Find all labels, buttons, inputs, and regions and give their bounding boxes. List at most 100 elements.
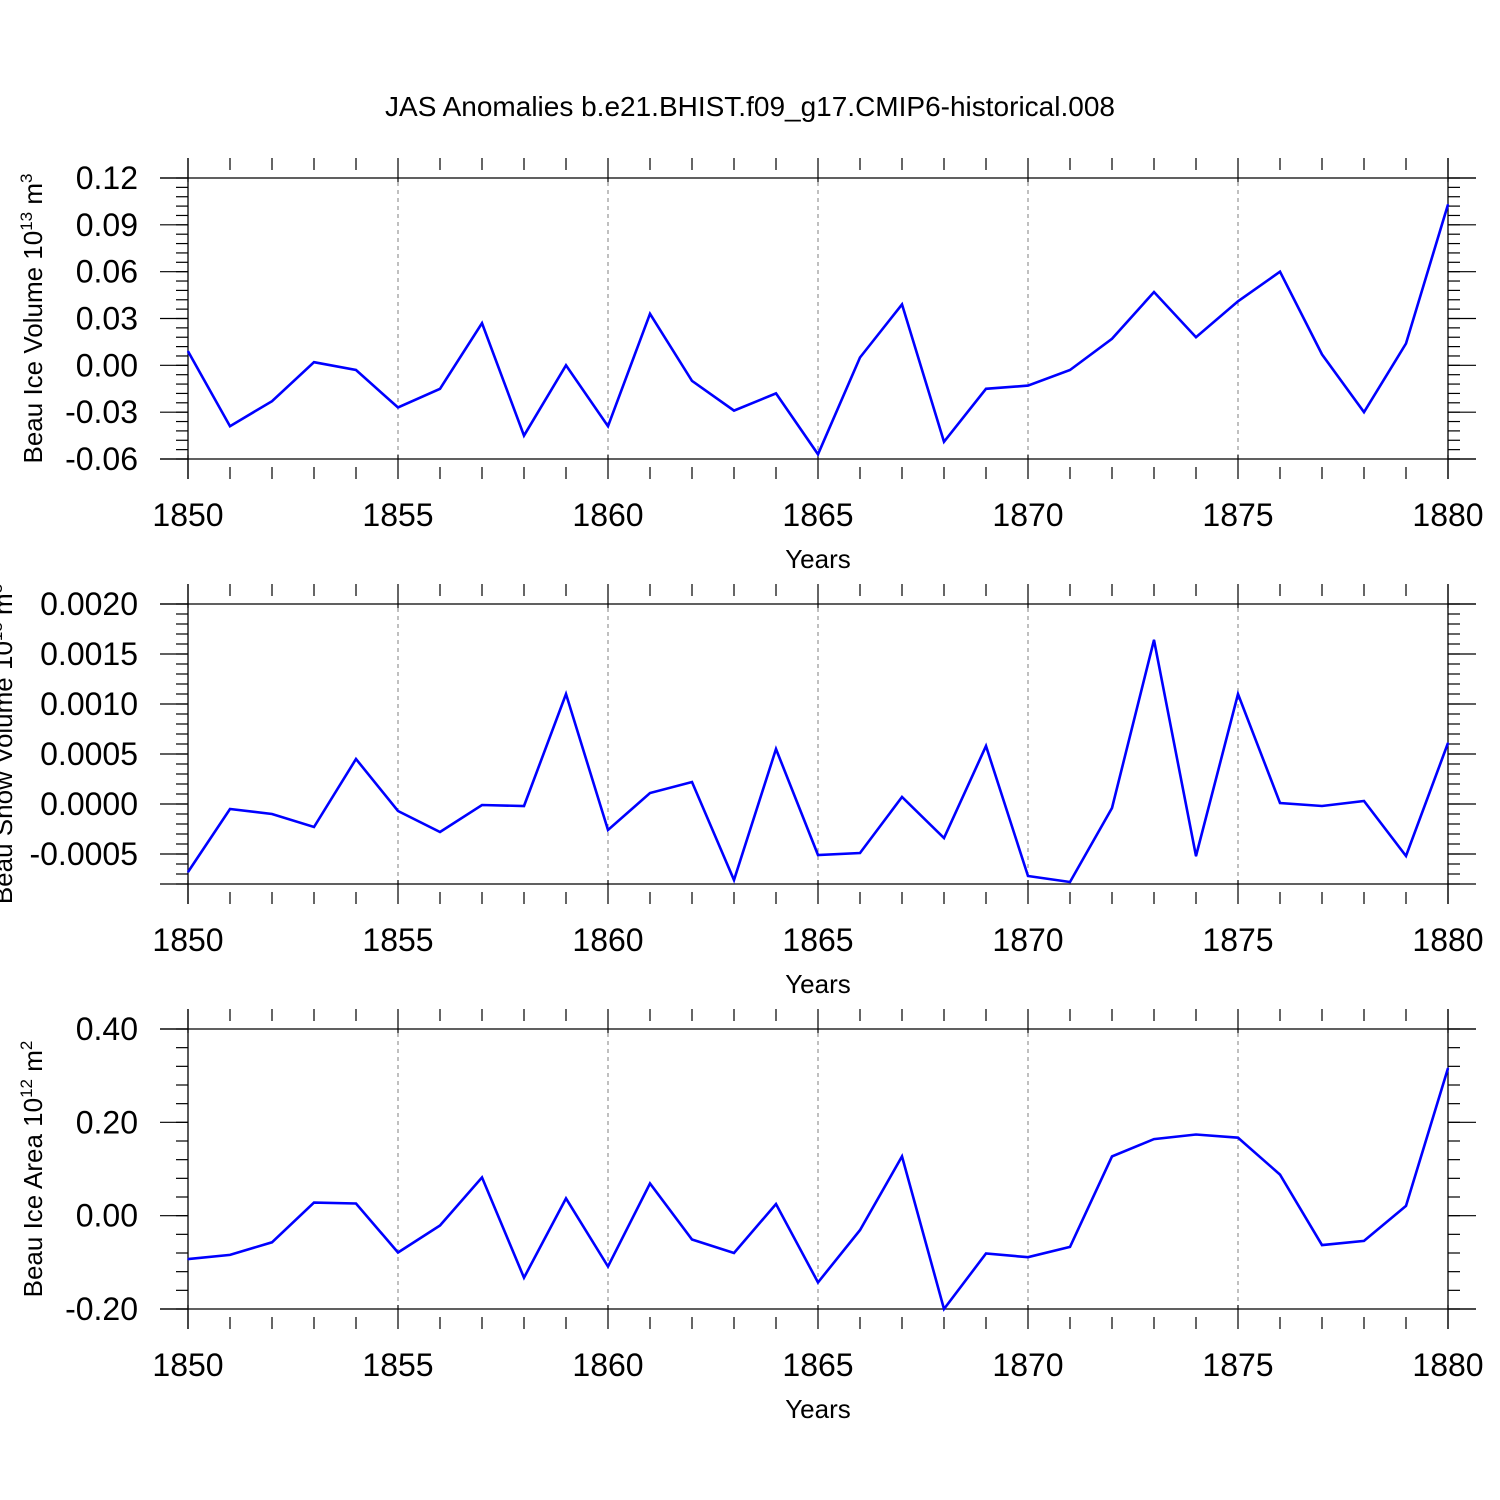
data-point: [1237, 693, 1239, 695]
y-axis-title: Beau Snow Volume 1013 m3: [0, 584, 18, 904]
y-title-superscript: 13: [17, 212, 36, 231]
data-point: [523, 805, 525, 807]
y-title-text: m: [18, 1050, 48, 1079]
panel-2: -0.0005 0.0000 0.0005 0.0010 0.0015 0.0020 185…: [0, 584, 1484, 999]
y-tick-label: -0.20: [65, 1291, 138, 1327]
x-tick-label: 1855: [362, 497, 433, 533]
data-point: [607, 425, 609, 428]
y-tick-label: 0.40: [76, 1011, 138, 1047]
data-point: [1069, 881, 1071, 883]
data-point: [649, 313, 651, 315]
data-point: [859, 852, 861, 854]
data-point: [229, 808, 231, 810]
data-point: [187, 871, 189, 873]
x-tick-label: 1880: [1412, 1347, 1483, 1383]
data-point: [859, 1229, 861, 1231]
y-title-superscript: 13: [0, 622, 6, 641]
y-axis-title: Beau Ice Volume 1013 m3: [17, 174, 48, 464]
data-point: [1027, 384, 1029, 387]
x-axis-title: Years: [785, 969, 851, 999]
data-point: [607, 829, 609, 831]
data-point: [985, 745, 987, 747]
y-tick-label: 0.09: [76, 207, 138, 243]
data-point: [1027, 875, 1029, 877]
data-point: [271, 813, 273, 815]
y-title-text: Beau Ice Area 10: [18, 1098, 48, 1297]
data-point: [1111, 1155, 1113, 1158]
y-tick-label: 0.0005: [40, 736, 138, 772]
data-point: [355, 758, 357, 760]
x-axis-title: Years: [785, 544, 851, 574]
x-tick-label: 1870: [992, 922, 1063, 958]
data-point: [1195, 336, 1197, 339]
data-point: [901, 1155, 903, 1158]
data-point: [775, 1203, 777, 1205]
data-point: [901, 303, 903, 306]
data-point: [313, 1201, 315, 1204]
y-title-superscript: 12: [17, 1079, 36, 1098]
y-tick-label: 0.12: [76, 160, 138, 196]
data-point: [1195, 1133, 1197, 1136]
data-point: [985, 1252, 987, 1255]
y-tick-label: -0.03: [65, 394, 138, 430]
data-point: [271, 1241, 273, 1244]
x-tick-label: 1865: [782, 497, 853, 533]
data-point: [1153, 1138, 1155, 1140]
data-point: [649, 1182, 651, 1185]
data-point: [1279, 802, 1281, 804]
data-point: [565, 1197, 567, 1200]
x-tick-label: 1860: [572, 922, 643, 958]
y-title-superscript: 3: [0, 584, 6, 593]
data-point: [1405, 342, 1407, 345]
data-point: [523, 434, 525, 437]
data-point: [1279, 270, 1281, 273]
data-point: [1237, 300, 1239, 303]
data-point: [481, 804, 483, 806]
y-title-text: m: [18, 183, 48, 212]
x-tick-label: 1875: [1202, 497, 1273, 533]
data-point: [691, 1238, 693, 1241]
data-point: [733, 1252, 735, 1254]
x-tick-label: 1880: [1412, 497, 1483, 533]
data-point: [943, 441, 945, 443]
data-point: [1111, 807, 1113, 809]
data-point: [817, 1281, 819, 1284]
data-point: [691, 380, 693, 382]
y-tick-label: 0.0000: [40, 786, 138, 822]
data-point: [1363, 411, 1365, 413]
data-point: [1447, 742, 1449, 744]
data-point: [397, 810, 399, 812]
data-point: [481, 1176, 483, 1179]
data-point: [565, 364, 567, 367]
data-point: [1279, 1173, 1281, 1176]
data-point: [565, 693, 567, 695]
y-tick-label: -0.06: [65, 441, 138, 477]
data-point: [733, 879, 735, 881]
data-point: [1153, 291, 1155, 293]
x-tick-label: 1870: [992, 1347, 1063, 1383]
data-point: [775, 748, 777, 750]
data-point: [1069, 369, 1071, 371]
panel-1: -0.06 -0.03 0.00 0.03 0.06 0.09 0.12 1850 1855 18…: [17, 158, 1484, 574]
x-tick-label: 1880: [1412, 922, 1483, 958]
data-point: [313, 826, 315, 828]
y-tick-label: 0.0020: [40, 586, 138, 622]
data-point: [985, 387, 987, 390]
data-point: [1237, 1136, 1239, 1139]
x-tick-label: 1860: [572, 1347, 643, 1383]
x-tick-label: 1865: [782, 1347, 853, 1383]
x-tick-label: 1860: [572, 497, 643, 533]
y-tick-label: 0.0015: [40, 636, 138, 672]
x-tick-label: 1850: [152, 497, 223, 533]
data-point: [439, 387, 441, 390]
data-point: [229, 1254, 231, 1256]
data-point: [1321, 1244, 1323, 1246]
data-point: [817, 453, 819, 456]
data-point: [271, 400, 273, 403]
data-point: [1447, 203, 1449, 206]
y-tick-label: 0.06: [76, 254, 138, 290]
data-point: [1321, 353, 1323, 356]
data-point: [649, 792, 651, 794]
data-point: [1363, 1240, 1365, 1242]
